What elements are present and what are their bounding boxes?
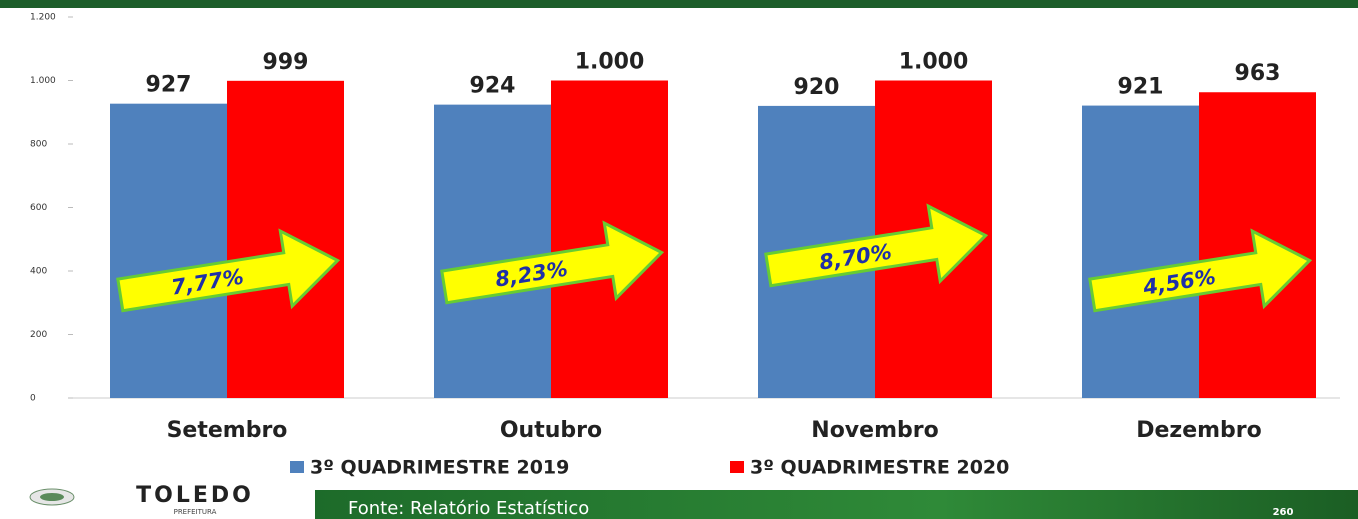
data-label: 921 [1118,75,1164,100]
y-tick-label: 0 [30,394,36,404]
page-number: 260 [1273,507,1294,518]
arrow-shape [764,203,989,288]
y-tick-label: 1.000 [30,76,56,86]
x-tick-label: Novembro [811,418,938,443]
legend-label: 3º QUADRIMESTRE 2020 [750,457,1009,479]
logo-emblem-core [40,493,64,501]
legend-swatch [290,461,304,473]
legend-swatch [730,461,744,473]
growth-arrow: 8,70% [764,203,989,288]
data-label: 963 [1235,61,1281,86]
arrow-shape [116,228,341,313]
bar [434,104,551,398]
arrow-shape [1088,228,1313,313]
logo-subtext: PREFEITURA [174,508,217,516]
x-tick-label: Setembro [167,418,288,443]
logo-text: TOLEDO [136,483,254,508]
y-tick-label: 800 [30,140,47,150]
data-label: 999 [263,50,309,75]
legend-label: 3º QUADRIMESTRE 2019 [310,457,569,479]
y-tick-label: 600 [30,203,47,213]
source-text: Fonte: Relatório Estatístico [348,498,589,519]
bar [110,103,227,399]
growth-arrow: 4,56% [1088,228,1313,313]
growth-arrow: 7,77% [116,228,341,313]
data-label: 1.000 [575,50,645,75]
x-tick-label: Outubro [500,418,602,443]
growth-arrow: 8,23% [440,220,665,305]
arrow-shape [440,220,665,305]
data-label: 1.000 [899,50,969,75]
data-label: 924 [470,74,516,99]
data-label: 927 [146,73,192,98]
footer-band [315,490,1358,519]
x-tick-label: Dezembro [1136,418,1262,443]
y-tick-label: 200 [30,330,47,340]
y-tick-label: 1.200 [30,13,56,23]
top-band [0,0,1358,8]
data-label: 920 [794,75,840,100]
bar [1082,105,1199,399]
y-tick-label: 400 [30,267,47,277]
